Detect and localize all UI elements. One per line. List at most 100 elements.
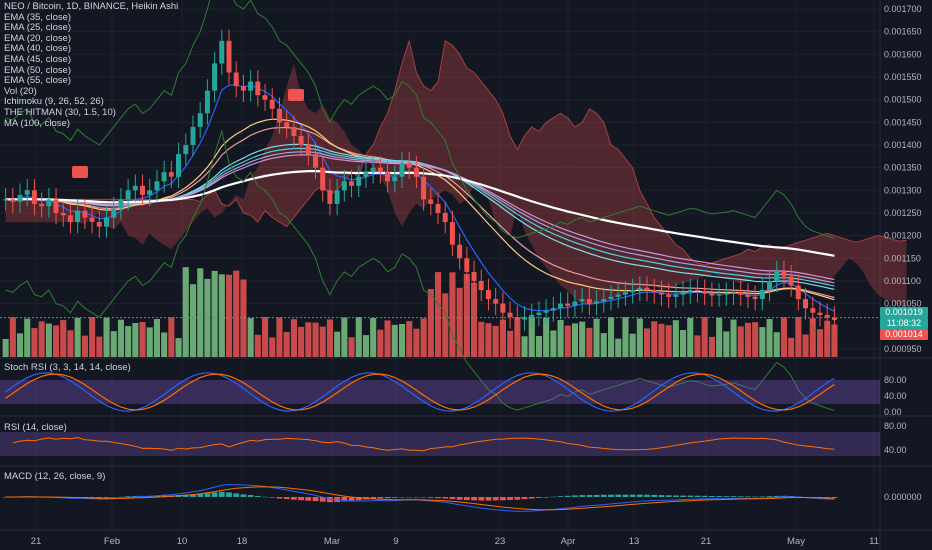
volume-bar (471, 282, 478, 357)
volume-bar (175, 338, 182, 357)
volume-bar (442, 293, 449, 357)
macd-histogram-bar (680, 495, 686, 497)
macd-histogram-bar (399, 497, 405, 498)
legend-ema-50[interactable]: EMA (50, close) (4, 64, 72, 76)
time-label: 11 (869, 536, 879, 547)
volume-bar (132, 323, 139, 357)
volume-bar (31, 328, 38, 357)
macd-histogram-bar (110, 497, 117, 498)
candle-body (579, 299, 585, 302)
legend-ema-25[interactable]: EMA (25, close) (4, 22, 72, 34)
macd-histogram-bar (831, 497, 838, 499)
volume-bar (24, 318, 31, 357)
legend-ema-55[interactable]: EMA (55, close) (4, 75, 72, 87)
price-tick: 0.001650 (884, 27, 922, 37)
volume-bar (824, 320, 831, 357)
candle-body (514, 317, 520, 320)
rsi-tick: 80.00 (884, 421, 907, 431)
rsi-line (12, 437, 835, 452)
macd-histogram-bar (593, 494, 600, 497)
volume-bar (795, 317, 802, 357)
volume-bar (326, 319, 333, 357)
price-tick: 0.001400 (884, 140, 922, 150)
candle-body (831, 317, 837, 320)
volume-bar (305, 322, 312, 357)
macd-histogram-bar (773, 495, 780, 497)
volume-bar (564, 325, 571, 357)
macd-histogram-bar (528, 497, 535, 499)
macd-histogram-bar (644, 494, 650, 497)
candle-body (183, 145, 189, 155)
volume-bar (723, 331, 730, 357)
volume-bar (636, 318, 643, 357)
macd-histogram-bar (600, 494, 607, 497)
macd-histogram-bar (766, 496, 773, 497)
candle-body (190, 126, 196, 145)
macd-histogram-bar (413, 497, 420, 498)
legend-ema-35[interactable]: EMA (35, close) (4, 11, 72, 23)
price-tick: 0.001050 (884, 299, 922, 309)
volume-bar (586, 327, 593, 357)
candle-body (39, 203, 45, 207)
volume-bar (780, 317, 787, 357)
macd-histogram-bar (507, 497, 513, 500)
macd-histogram-bar (694, 495, 701, 497)
price-tick: 0.001550 (884, 72, 922, 82)
legend-ema-45[interactable]: EMA (45, close) (4, 53, 72, 65)
macd-histogram-bar (384, 497, 391, 499)
time-label: Apr (561, 536, 576, 547)
volume-bar (752, 322, 759, 357)
candle-body (75, 210, 81, 222)
hitman-upper (5, 0, 835, 239)
price-tick: 0.001700 (884, 4, 922, 14)
macd-histogram-bar (89, 497, 95, 498)
macd-histogram-bar (298, 497, 304, 501)
volume-bar (247, 318, 254, 357)
macd-tick: 0.000000 (884, 492, 922, 502)
volume-bar (204, 278, 211, 357)
price-tick: 0.001500 (884, 95, 922, 105)
candle-body (507, 312, 513, 318)
price-axis[interactable]: 0.001700 0.001650 0.001600 0.001550 0.001500… (884, 4, 922, 502)
volume-bar (463, 273, 470, 357)
volume-bar (507, 330, 514, 357)
volume-bar (96, 336, 103, 357)
legend-ma-100[interactable]: MA (100, close) (4, 117, 70, 129)
candle-body (745, 294, 751, 297)
volume-bar (730, 319, 737, 357)
macd-histogram-bar (730, 496, 737, 497)
volume-bar (579, 321, 586, 357)
volume-bar (341, 317, 348, 357)
candle-body (197, 113, 203, 127)
legend-ema-20[interactable]: EMA (20, close) (4, 32, 72, 44)
candle-body (104, 217, 109, 227)
candle-body (327, 190, 333, 204)
candle-body (111, 208, 117, 218)
rsi-label[interactable]: RSI (14, close) (4, 422, 67, 433)
volume-bar (788, 337, 795, 357)
legend-hitman[interactable]: THE HITMAN (30, 1.5, 10) (4, 106, 116, 118)
stoch-tick: 80.00 (884, 375, 907, 385)
stoch-rsi-label[interactable]: Stoch RSI (3, 3, 14, 14, close) (4, 362, 131, 373)
macd-histogram-bar (651, 494, 658, 497)
legend-ichimoku[interactable]: Ichimoku (9, 26, 52, 26) (4, 96, 104, 108)
macd-histogram-bar (658, 495, 665, 497)
price-tag-red: 0.001014 (880, 329, 928, 340)
macd-histogram-bar (240, 494, 247, 497)
volume-bar (182, 267, 189, 357)
volume-bar (802, 334, 809, 357)
volume-bar (153, 319, 160, 357)
time-label: Mar (324, 536, 340, 547)
macd-histogram-bar (687, 495, 694, 497)
candle-body (565, 303, 571, 306)
macd-label[interactable]: MACD (12, 26, close, 9) (4, 471, 106, 482)
volume-bar (233, 270, 240, 357)
time-axis[interactable]: 21 Feb 10 18 Mar 9 23 Apr 13 21 May 11 (31, 536, 879, 547)
legend-volume[interactable]: Vol (20) (4, 85, 37, 97)
hitman-markers (0, 89, 880, 319)
candle-body (817, 312, 823, 315)
volume-bar (190, 284, 197, 357)
legend-ema-40[interactable]: EMA (40, close) (4, 43, 72, 55)
candle-body (435, 203, 441, 213)
